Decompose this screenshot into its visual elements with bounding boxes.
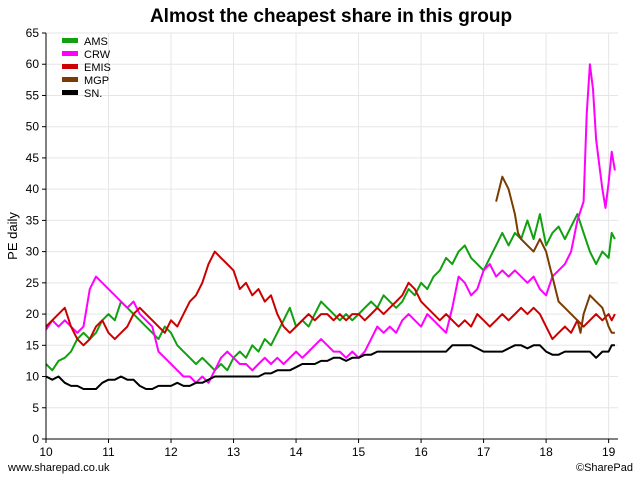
legend-swatch-sn xyxy=(62,90,78,95)
legend-swatch-emis xyxy=(62,64,78,69)
legend-swatch-ams xyxy=(62,38,78,43)
series-line-mgp xyxy=(495,175,615,334)
x-tick-label-11: 11 xyxy=(102,445,115,459)
y-tick-label-15: 15 xyxy=(26,338,40,352)
y-axis-label: PE daily xyxy=(5,212,20,260)
x-tick-label-17: 17 xyxy=(477,445,491,459)
x-tick-label-14: 14 xyxy=(289,445,303,459)
gridlines xyxy=(45,32,618,440)
x-tick-label-16: 16 xyxy=(414,445,428,459)
legend-swatch-crw xyxy=(62,51,78,56)
x-tick-label-13: 13 xyxy=(227,445,241,459)
y-tick-label-20: 20 xyxy=(26,307,40,321)
y-tick-label-50: 50 xyxy=(26,120,40,134)
footer-site-link[interactable]: www.sharepad.co.uk xyxy=(7,462,110,474)
legend-label-crw: CRW xyxy=(84,49,111,61)
legend-label-emis: EMIS xyxy=(84,62,111,74)
y-tick-label-10: 10 xyxy=(26,370,40,384)
y-tick-label-0: 0 xyxy=(32,432,39,446)
y-tick-label-5: 5 xyxy=(32,401,39,415)
x-tick-label-18: 18 xyxy=(539,445,553,459)
chart-title: Almost the cheapest share in this group xyxy=(150,6,512,27)
legend-label-sn: SN. xyxy=(84,88,102,100)
y-axis-ticks: 0 5 10 15 20 25 30 35 40 45 50 55 60 65 xyxy=(26,26,46,446)
series-lines xyxy=(45,63,616,390)
x-axis-ticks: 10 11 12 13 14 15 16 17 18 19 xyxy=(39,439,616,459)
y-tick-label-55: 55 xyxy=(26,88,40,102)
legend-swatch-mgp xyxy=(62,77,78,82)
y-tick-label-25: 25 xyxy=(26,276,40,290)
legend-label-mgp: MGP xyxy=(84,75,109,87)
y-tick-label-65: 65 xyxy=(26,26,40,40)
y-tick-label-40: 40 xyxy=(26,182,40,196)
x-tick-label-19: 19 xyxy=(602,445,616,459)
y-tick-label-60: 60 xyxy=(26,57,40,71)
y-tick-label-30: 30 xyxy=(26,245,40,259)
footer-copyright: ©SharePad xyxy=(576,462,633,474)
y-tick-label-35: 35 xyxy=(26,213,40,227)
legend-label-ams: AMS xyxy=(84,36,108,48)
series-line-crw xyxy=(45,63,616,384)
axes xyxy=(45,33,618,440)
x-tick-label-10: 10 xyxy=(39,445,53,459)
y-tick-label-45: 45 xyxy=(26,151,40,165)
x-tick-label-12: 12 xyxy=(164,445,178,459)
series-line-sn xyxy=(45,344,615,390)
series-line-emis xyxy=(45,250,616,347)
series-line-ams xyxy=(45,213,616,372)
x-tick-label-15: 15 xyxy=(352,445,366,459)
